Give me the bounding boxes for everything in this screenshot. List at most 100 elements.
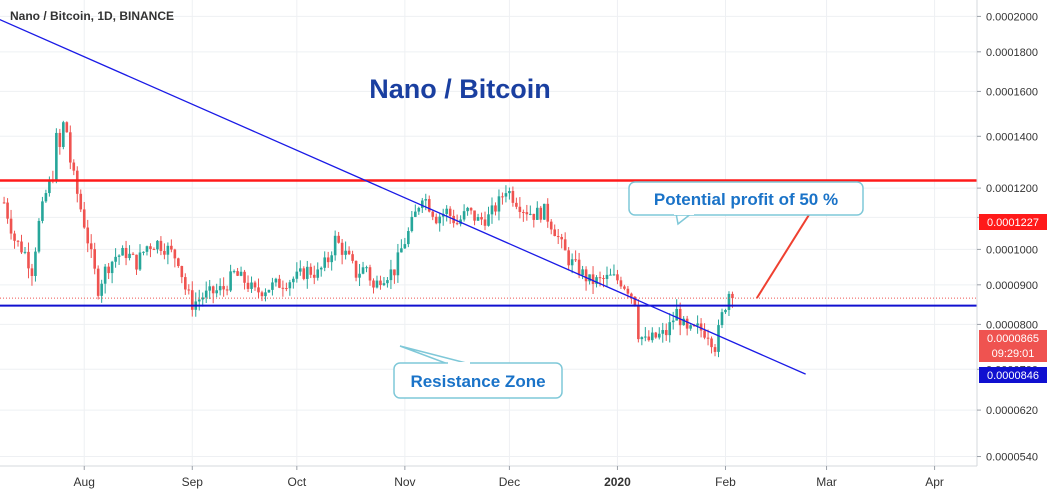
candle-up xyxy=(208,279,211,300)
candle-body xyxy=(135,254,138,270)
candle-body xyxy=(455,223,459,225)
candle-body xyxy=(431,211,435,217)
candle-down xyxy=(107,263,110,280)
candle-body xyxy=(365,267,368,269)
candle-down xyxy=(494,202,497,216)
candle-up xyxy=(215,283,218,298)
candle-down xyxy=(222,277,225,297)
profit-callout[interactable]: Potential profit of 50 % xyxy=(628,181,864,226)
candle-down xyxy=(469,207,473,215)
candle-down xyxy=(354,260,358,282)
candle-down xyxy=(13,230,16,249)
candle-body xyxy=(410,216,414,232)
candle-down xyxy=(379,275,382,290)
candle-up xyxy=(267,289,271,293)
candle-up xyxy=(295,262,299,283)
candle-down xyxy=(124,240,128,266)
candle-body xyxy=(403,244,407,249)
candle-down xyxy=(337,231,340,244)
candle-body xyxy=(623,286,626,289)
price-tick-label: 0.0002000 xyxy=(986,11,1038,23)
candle-body xyxy=(713,347,717,352)
candle-down xyxy=(372,278,375,294)
candle-body xyxy=(89,243,93,250)
candle-down xyxy=(501,192,504,205)
candle-up xyxy=(724,308,727,314)
candle-body xyxy=(466,207,469,212)
price-label-resistance-text: 0.0001227 xyxy=(987,217,1039,229)
candle-body xyxy=(368,267,372,281)
candle-body xyxy=(598,277,602,279)
candle-body xyxy=(448,208,452,216)
candle-down xyxy=(532,213,536,228)
candle-body xyxy=(361,267,365,274)
candle-down xyxy=(131,252,135,256)
candle-body xyxy=(591,274,595,284)
candle-up xyxy=(581,265,584,280)
descending-trendline[interactable] xyxy=(0,0,806,375)
candle-body xyxy=(41,201,44,221)
candle-down xyxy=(30,263,34,286)
candle-down xyxy=(549,219,553,235)
candle-down xyxy=(623,284,626,291)
candle-body xyxy=(27,251,30,269)
candle-body xyxy=(48,179,51,194)
candle-body xyxy=(190,290,194,310)
candle-up xyxy=(396,243,400,283)
price-tick-label: 0.0001000 xyxy=(986,244,1038,256)
candle-down xyxy=(480,212,483,226)
candle-body xyxy=(609,274,612,276)
candle-body xyxy=(37,220,41,252)
candle-down xyxy=(27,242,30,279)
candle-body xyxy=(717,325,720,352)
candle-down xyxy=(82,201,86,229)
candle-body xyxy=(420,200,424,208)
candle-body xyxy=(278,278,281,288)
candle-down xyxy=(253,280,257,291)
candle-body xyxy=(285,288,288,290)
candle-body xyxy=(267,289,271,293)
candle-up xyxy=(650,327,654,343)
candle-body xyxy=(82,209,86,228)
candle-body xyxy=(44,193,48,202)
price-tick-label: 0.0001400 xyxy=(986,131,1038,143)
resistance-callout-joint xyxy=(448,362,470,365)
candle-up xyxy=(44,189,48,203)
candle-body xyxy=(316,269,320,278)
candle-body xyxy=(703,330,706,338)
candle-up xyxy=(386,277,389,288)
candle-down xyxy=(706,329,710,346)
time-axis[interactable]: Aug Sep Oct Nov Dec 2020 Feb Mar Apr xyxy=(0,465,977,489)
candle-body xyxy=(560,236,563,240)
candle-body xyxy=(239,271,243,276)
candle-body xyxy=(201,297,205,300)
candle-up xyxy=(529,205,532,216)
resistance-callout-box xyxy=(393,362,563,399)
candle-down xyxy=(177,257,180,268)
candle-up xyxy=(487,206,490,227)
candle-body xyxy=(396,252,400,276)
candle-body xyxy=(117,255,121,257)
candle-down xyxy=(713,343,717,357)
candle-body xyxy=(532,213,536,220)
candle-down xyxy=(2,196,6,204)
candle-body xyxy=(529,213,532,215)
price-tick-label: 0.0000620 xyxy=(986,405,1038,417)
candle-body xyxy=(372,280,375,288)
candle-up xyxy=(382,277,386,287)
candle-down xyxy=(560,233,563,249)
candle-body xyxy=(657,333,661,338)
price-axis[interactable]: 0.00005400.00006200.00007000.00008000.00… xyxy=(976,0,1047,494)
candle-body xyxy=(497,196,501,212)
candle-down xyxy=(518,197,522,219)
candle-body xyxy=(114,256,117,262)
candle-body xyxy=(204,290,208,298)
candle-up xyxy=(466,206,469,216)
candle-body xyxy=(2,202,6,204)
candle-up xyxy=(55,128,58,184)
resistance-zone-callout[interactable]: Resistance Zone xyxy=(393,345,563,399)
candle-body xyxy=(427,199,431,212)
candle-up xyxy=(299,260,302,276)
